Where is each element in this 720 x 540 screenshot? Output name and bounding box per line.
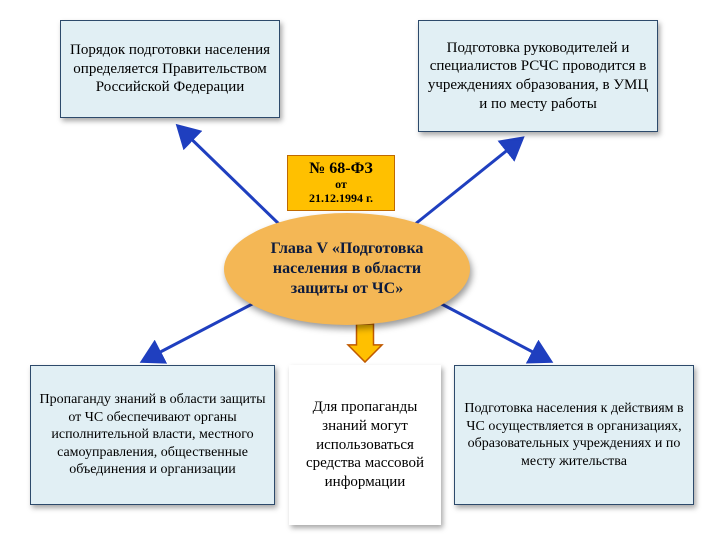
box-bottom-center: Для пропаганды знаний могут использовать…: [289, 365, 441, 525]
box-top-right-text: Подготовка руководителей и специалистов …: [427, 39, 649, 114]
law-badge-line1: № 68-ФЗ: [309, 160, 373, 178]
center-ellipse-text: Глава V «Подготовка населения в области …: [254, 239, 440, 299]
arrow-down-block: [348, 324, 382, 362]
box-bottom-center-text: Для пропаганды знаний могут использовать…: [297, 398, 433, 492]
box-top-left-text: Порядок подготовки населения определяетс…: [69, 41, 271, 97]
law-badge: № 68-ФЗ от 21.12.1994 г.: [287, 155, 395, 211]
arrow-top-left: [180, 128, 280, 225]
box-bottom-right: Подготовка населения к действиям в ЧС ос…: [454, 365, 694, 505]
box-bottom-left: Пропаганду знаний в области защиты от ЧС…: [30, 365, 275, 505]
box-bottom-left-text: Пропаганду знаний в области защиты от ЧС…: [39, 391, 266, 479]
box-top-left: Порядок подготовки населения определяетс…: [60, 20, 280, 118]
center-ellipse: Глава V «Подготовка населения в области …: [224, 213, 470, 325]
arrow-bottom-right: [434, 300, 548, 360]
box-top-right: Подготовка руководителей и специалистов …: [418, 20, 658, 132]
arrow-top-right: [414, 140, 520, 225]
box-bottom-right-text: Подготовка населения к действиям в ЧС ос…: [463, 400, 685, 470]
arrow-bottom-left: [145, 300, 260, 360]
law-badge-line3: 21.12.1994 г.: [309, 192, 373, 206]
law-badge-line2: от: [335, 178, 347, 192]
